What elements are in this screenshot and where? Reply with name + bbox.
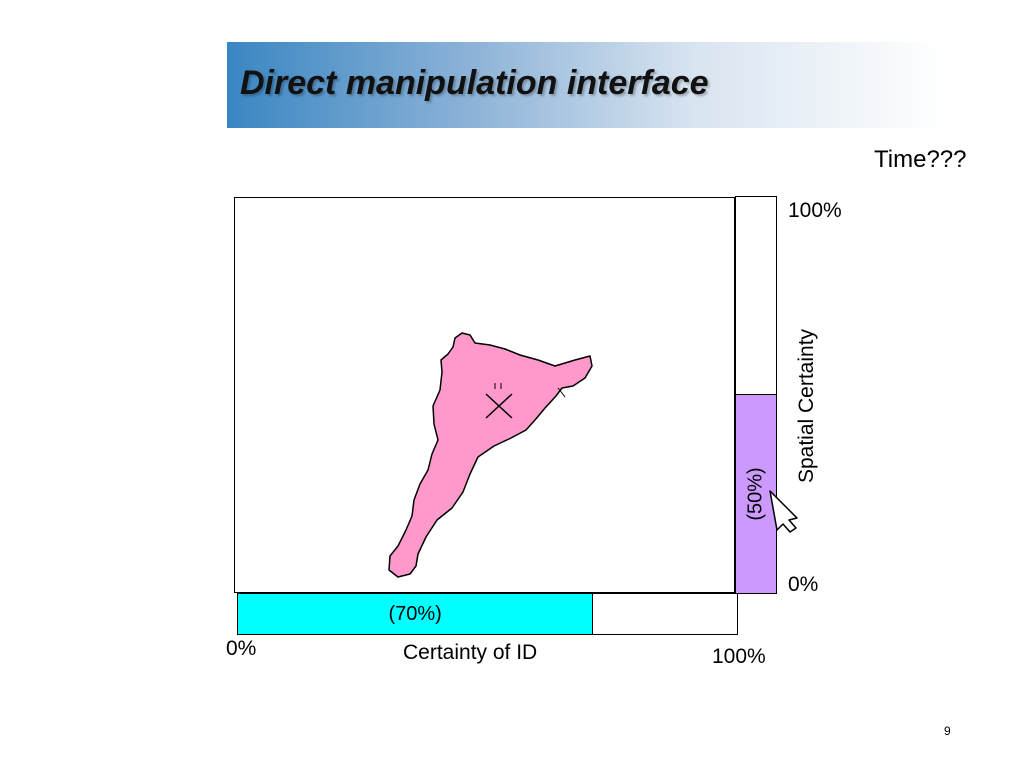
id-certainty-value: (70%) — [388, 603, 442, 625]
slide-title: Direct manipulation interface — [240, 64, 709, 102]
x-marker-icon[interactable] — [485, 383, 513, 419]
arrow-cursor-icon — [769, 490, 798, 533]
spatial-axis-max: 100% — [788, 199, 842, 222]
id-certainty-fill[interactable]: (70%) — [238, 594, 594, 634]
region-notch — [557, 387, 566, 398]
id-certainty-slider[interactable]: (70%) — [237, 593, 738, 635]
page-number: 9 — [944, 724, 951, 738]
id-axis-label: Certainty of ID — [403, 641, 538, 664]
map-panel[interactable] — [234, 197, 735, 593]
title-bar — [227, 42, 945, 128]
time-label: Time??? — [874, 146, 967, 173]
spatial-certainty-fill[interactable]: (50%) — [736, 394, 776, 593]
spatial-axis-min: 0% — [788, 573, 819, 596]
id-axis-max: 100% — [712, 645, 766, 668]
pink-region-shape[interactable] — [388, 332, 593, 578]
id-axis-min: 0% — [226, 637, 257, 660]
spatial-certainty-slider[interactable]: (50%) — [735, 196, 777, 594]
